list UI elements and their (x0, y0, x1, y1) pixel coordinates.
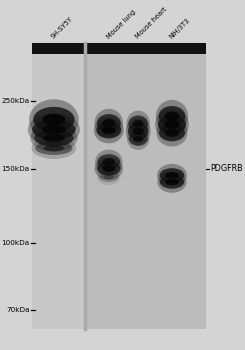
Text: NIH/3T3: NIH/3T3 (168, 17, 191, 40)
Ellipse shape (128, 116, 148, 132)
Ellipse shape (29, 99, 79, 140)
Ellipse shape (43, 134, 65, 142)
Ellipse shape (35, 141, 73, 155)
Text: 250kDa: 250kDa (1, 98, 30, 104)
Ellipse shape (102, 158, 115, 165)
Text: Mouse heart: Mouse heart (135, 7, 168, 40)
Text: 70kDa: 70kDa (6, 307, 30, 314)
Ellipse shape (133, 136, 143, 142)
Text: 100kDa: 100kDa (1, 240, 30, 246)
Ellipse shape (157, 119, 187, 147)
Ellipse shape (129, 132, 147, 146)
Ellipse shape (127, 128, 149, 150)
Ellipse shape (42, 125, 66, 134)
Ellipse shape (96, 122, 121, 139)
Ellipse shape (133, 127, 144, 135)
Ellipse shape (133, 120, 144, 127)
Ellipse shape (103, 175, 114, 179)
Ellipse shape (44, 145, 64, 151)
Ellipse shape (32, 138, 76, 159)
Ellipse shape (32, 119, 76, 140)
Ellipse shape (33, 107, 75, 132)
Ellipse shape (155, 109, 189, 140)
Ellipse shape (126, 118, 151, 145)
Ellipse shape (30, 125, 77, 152)
Ellipse shape (95, 109, 123, 137)
Ellipse shape (157, 171, 187, 193)
Ellipse shape (165, 129, 179, 137)
Ellipse shape (97, 169, 121, 185)
Ellipse shape (159, 106, 185, 126)
Ellipse shape (34, 130, 74, 147)
Ellipse shape (95, 149, 122, 174)
Bar (87, 43, 206, 329)
Ellipse shape (42, 114, 65, 125)
Ellipse shape (99, 172, 119, 182)
Ellipse shape (165, 179, 179, 185)
Ellipse shape (102, 127, 116, 134)
Ellipse shape (102, 165, 115, 172)
Ellipse shape (28, 113, 80, 146)
Ellipse shape (159, 125, 185, 141)
Ellipse shape (95, 157, 123, 180)
Ellipse shape (98, 154, 120, 169)
Ellipse shape (160, 175, 184, 189)
Ellipse shape (159, 168, 184, 182)
Bar (32, 43, 85, 54)
Text: 150kDa: 150kDa (1, 166, 30, 172)
Ellipse shape (165, 172, 179, 178)
Ellipse shape (165, 112, 179, 121)
Text: PDGFRB: PDGFRB (210, 164, 243, 173)
Bar (87, 43, 206, 54)
Ellipse shape (164, 120, 180, 129)
Ellipse shape (126, 111, 150, 136)
Ellipse shape (97, 114, 121, 132)
Ellipse shape (94, 117, 124, 143)
Ellipse shape (128, 123, 148, 140)
Text: Mouse lung: Mouse lung (106, 9, 137, 40)
Ellipse shape (156, 100, 188, 132)
Text: SH-SY5Y: SH-SY5Y (50, 16, 74, 40)
Ellipse shape (157, 164, 187, 187)
Ellipse shape (158, 115, 186, 134)
Ellipse shape (97, 161, 121, 176)
Bar (32, 43, 85, 329)
Ellipse shape (102, 119, 115, 127)
